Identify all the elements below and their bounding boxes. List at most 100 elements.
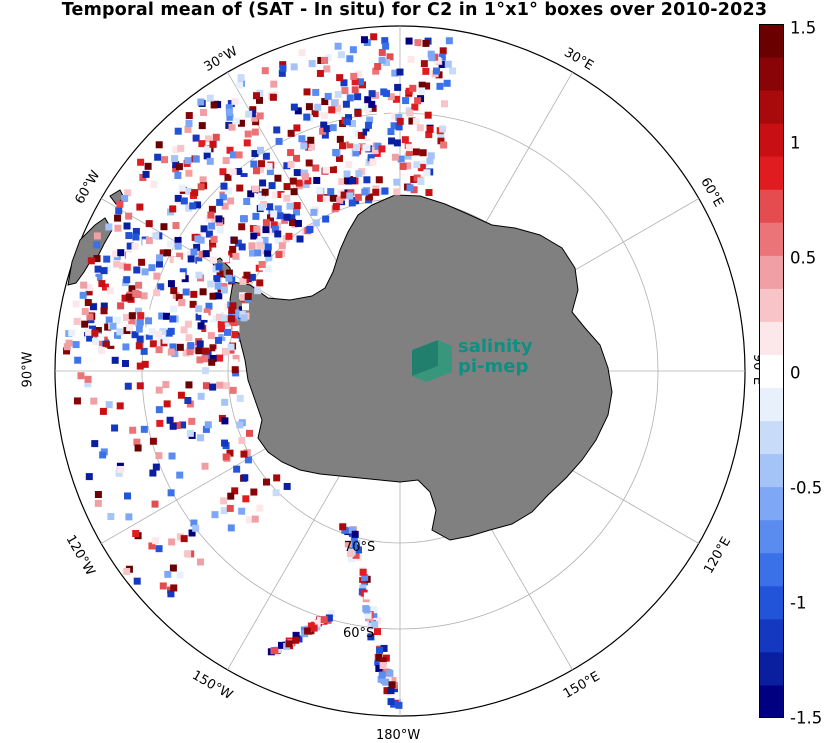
data-cell xyxy=(133,577,141,585)
data-cell xyxy=(295,179,303,187)
data-cell xyxy=(369,158,377,166)
data-cell xyxy=(200,496,208,504)
data-cell xyxy=(105,401,113,409)
data-cell xyxy=(326,150,334,158)
label-90w: 90°W xyxy=(20,351,36,388)
data-cell xyxy=(360,36,368,44)
data-cell xyxy=(117,465,125,473)
data-cell xyxy=(163,249,171,257)
data-cell xyxy=(172,146,180,154)
data-cell xyxy=(408,117,416,125)
data-cell xyxy=(174,242,182,250)
data-cell xyxy=(119,262,127,270)
data-cell xyxy=(344,114,352,122)
label-180w: 180°W xyxy=(376,728,421,743)
data-cell xyxy=(167,489,175,497)
data-cell xyxy=(128,285,136,293)
data-cell xyxy=(209,354,217,362)
data-cell xyxy=(220,507,228,515)
data-cell xyxy=(245,516,253,524)
data-cell xyxy=(219,168,227,176)
data-cell xyxy=(269,93,277,101)
data-cell xyxy=(156,419,164,427)
colorbar-segment xyxy=(759,189,784,223)
data-cell xyxy=(264,249,272,257)
data-cell xyxy=(258,203,266,211)
data-cell xyxy=(185,169,193,177)
data-cell xyxy=(220,286,228,294)
data-cell xyxy=(123,567,131,575)
data-cell xyxy=(240,450,248,458)
data-cell xyxy=(277,190,285,198)
data-cell xyxy=(115,207,123,215)
data-cell xyxy=(377,675,385,683)
data-cell xyxy=(383,687,391,695)
data-cell xyxy=(210,235,218,243)
data-cell xyxy=(228,123,236,131)
data-cell xyxy=(185,112,193,120)
data-cell xyxy=(136,362,144,370)
data-cell xyxy=(129,426,137,434)
data-cell xyxy=(167,280,175,288)
data-cell xyxy=(316,616,324,624)
data-cell xyxy=(250,160,258,168)
data-cell xyxy=(216,219,224,227)
data-cell xyxy=(205,312,213,320)
data-cell xyxy=(187,342,195,350)
data-cell xyxy=(100,267,108,275)
data-cell xyxy=(239,277,247,285)
data-cell xyxy=(194,329,202,337)
data-cell xyxy=(221,398,229,406)
data-cell xyxy=(372,185,380,193)
colorbar-segment xyxy=(759,519,784,554)
data-cell xyxy=(359,584,367,592)
data-cell xyxy=(334,104,342,112)
data-cell xyxy=(93,241,101,249)
data-cell xyxy=(346,192,354,200)
data-cell xyxy=(274,205,282,213)
data-cell xyxy=(258,260,266,268)
data-cell xyxy=(209,315,217,323)
data-cell xyxy=(159,327,167,335)
data-cell xyxy=(321,141,329,149)
data-cell xyxy=(224,173,232,181)
data-cell xyxy=(234,167,242,175)
data-cell xyxy=(182,349,190,357)
data-cell xyxy=(206,94,214,102)
colorbar-segment xyxy=(759,123,784,157)
data-cell xyxy=(387,687,395,695)
logo-text-pi-mep: pi-mep xyxy=(458,356,529,377)
data-cell xyxy=(189,300,197,308)
data-cell xyxy=(271,647,279,655)
data-cell xyxy=(248,273,256,281)
colorbar-segment xyxy=(759,255,784,289)
data-cell xyxy=(395,123,403,131)
data-cell xyxy=(259,184,267,192)
data-cell xyxy=(275,137,283,145)
data-cell xyxy=(327,188,335,196)
data-cell xyxy=(249,106,257,114)
data-cell xyxy=(136,335,144,343)
data-cell xyxy=(425,189,433,197)
data-cell xyxy=(154,153,162,161)
data-cell xyxy=(294,107,302,115)
data-cell xyxy=(375,653,383,661)
data-cell xyxy=(427,152,435,160)
data-cell xyxy=(252,212,260,220)
data-cell xyxy=(93,255,101,263)
data-cell xyxy=(180,197,188,205)
data-cell xyxy=(256,146,264,154)
data-cell xyxy=(405,144,413,152)
data-cell xyxy=(223,328,231,336)
data-cell xyxy=(102,275,110,283)
data-cell xyxy=(207,280,215,288)
data-cell xyxy=(323,125,331,133)
data-cell xyxy=(373,616,381,624)
data-cell xyxy=(229,245,237,253)
data-cell xyxy=(89,303,97,311)
data-cell xyxy=(126,242,134,250)
data-cell xyxy=(163,174,171,182)
data-cell xyxy=(227,343,235,351)
data-cell xyxy=(243,271,251,279)
data-cells xyxy=(63,33,457,709)
